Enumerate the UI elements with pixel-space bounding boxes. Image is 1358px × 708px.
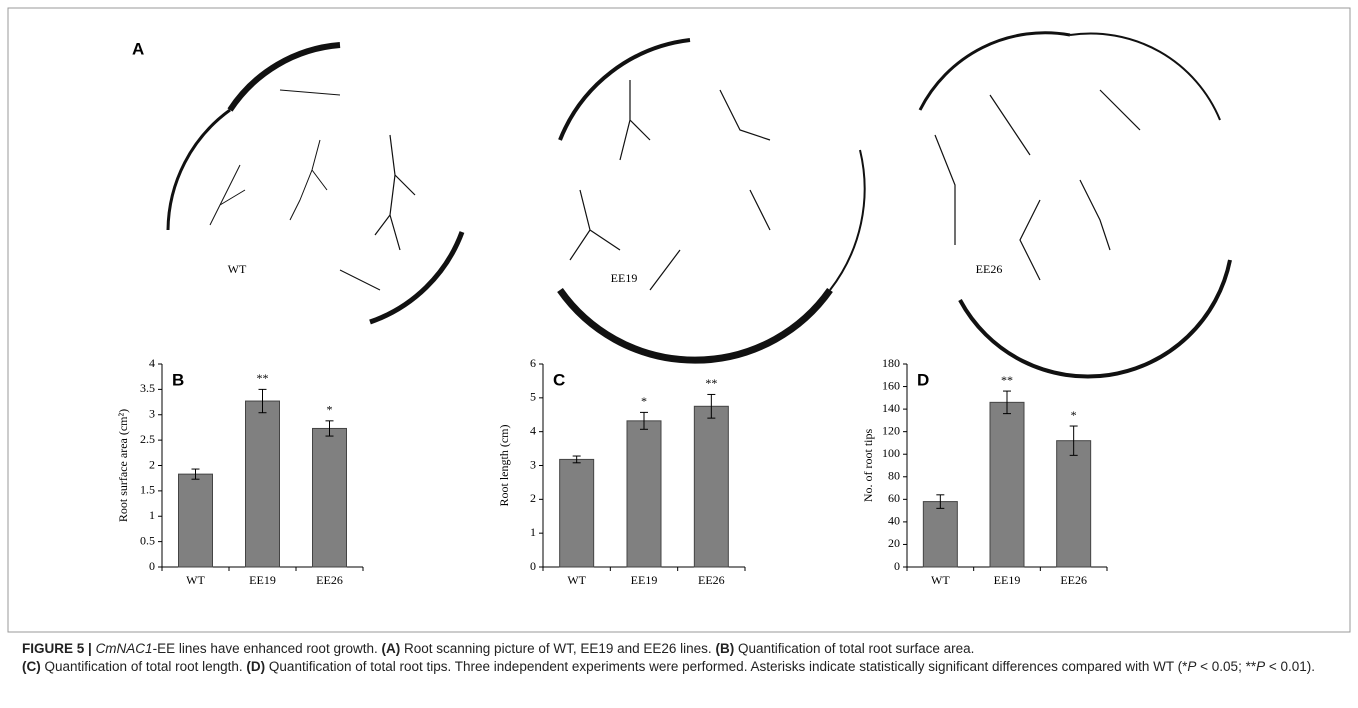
y-tick-label: 2.5 (140, 432, 155, 446)
y-axis-label: Root surface area (cm²) (116, 409, 130, 522)
bar (313, 428, 347, 567)
y-tick-label: 140 (882, 401, 900, 415)
photo-label: EE19 (611, 271, 638, 285)
panel-letter: A (132, 39, 144, 58)
caption-gene: CmNAC1 (96, 641, 153, 656)
y-tick-label: 3 (530, 457, 536, 471)
caption-ref: (A) (381, 641, 400, 656)
y-tick-label: 6 (530, 356, 536, 370)
caption-text: Quantification of total root surface are… (738, 641, 974, 656)
x-tick-label: EE26 (1060, 573, 1087, 587)
y-tick-label: 4 (530, 423, 536, 437)
y-tick-label: 3 (149, 407, 155, 421)
y-tick-label: 2 (149, 457, 155, 471)
x-tick-label: EE19 (249, 573, 276, 587)
significance-label: ** (1001, 373, 1013, 387)
bar (990, 402, 1024, 567)
figure: A WT EE19 EE26 0 0.5 1 1.5 2 2.5 3 3.5 4 Root sur… (0, 0, 1358, 640)
significance-label: * (641, 394, 647, 408)
significance-label: ** (257, 371, 269, 385)
y-tick-label: 4 (149, 356, 155, 370)
y-tick-label: 5 (530, 390, 536, 404)
bar (1057, 441, 1091, 567)
y-tick-label: 40 (888, 514, 900, 528)
bar (560, 459, 594, 567)
x-tick-label: EE19 (631, 573, 658, 587)
significance-label: ** (705, 376, 717, 390)
bar (923, 502, 957, 567)
y-tick-label: 160 (882, 378, 900, 392)
caption-ref: (D) (246, 659, 265, 674)
photo-label: WT (228, 262, 247, 276)
y-tick-label: 1 (530, 525, 536, 539)
panel-letter: D (917, 370, 929, 389)
y-tick-label: 0.5 (140, 533, 155, 547)
caption-text: P (1256, 659, 1265, 674)
x-tick-label: EE26 (316, 573, 343, 587)
x-tick-label: EE19 (994, 573, 1021, 587)
caption-text: < 0.05; ** (1196, 659, 1256, 674)
x-tick-label: WT (931, 573, 950, 587)
y-axis-label: No. of root tips (861, 429, 875, 503)
y-tick-label: 3.5 (140, 381, 155, 395)
y-tick-label: 2 (530, 491, 536, 505)
root-scan-photos (168, 33, 1230, 377)
caption-label: FIGURE 5 | (22, 641, 92, 656)
bar (246, 401, 280, 567)
significance-label: * (1071, 408, 1077, 422)
caption-text: Quantification of total root tips. Three… (269, 659, 1182, 674)
y-tick-label: 1 (149, 508, 155, 522)
caption-text: Quantification of total root length. (45, 659, 243, 674)
panel-letter: C (553, 370, 565, 389)
bar (627, 421, 661, 567)
significance-label: * (327, 403, 333, 417)
y-tick-label: 0 (530, 559, 536, 573)
y-axis-label: Root length (cm) (497, 425, 511, 507)
y-tick-label: 1.5 (140, 483, 155, 497)
panel-letter: B (172, 370, 184, 389)
y-tick-label: 20 (888, 536, 900, 550)
caption-text: Root scanning picture of WT, EE19 and EE… (404, 641, 712, 656)
bar (179, 474, 213, 567)
caption-ref: (B) (715, 641, 734, 656)
y-tick-label: 180 (882, 356, 900, 370)
y-tick-label: 100 (882, 446, 900, 460)
photo-label: EE26 (976, 262, 1003, 276)
y-tick-label: 120 (882, 423, 900, 437)
x-tick-label: EE26 (698, 573, 725, 587)
y-tick-label: 80 (888, 469, 900, 483)
y-tick-label: 0 (894, 559, 900, 573)
caption-ref: (C) (22, 659, 41, 674)
y-tick-label: 0 (149, 559, 155, 573)
figure-caption: FIGURE 5 | CmNAC1-EE lines have enhanced… (22, 640, 1322, 676)
y-tick-label: 60 (888, 491, 900, 505)
x-tick-label: WT (186, 573, 205, 587)
x-tick-label: WT (567, 573, 586, 587)
caption-text: -EE lines have enhanced root growth. (153, 641, 378, 656)
bar (694, 406, 728, 567)
caption-text: < 0.01). (1265, 659, 1315, 674)
